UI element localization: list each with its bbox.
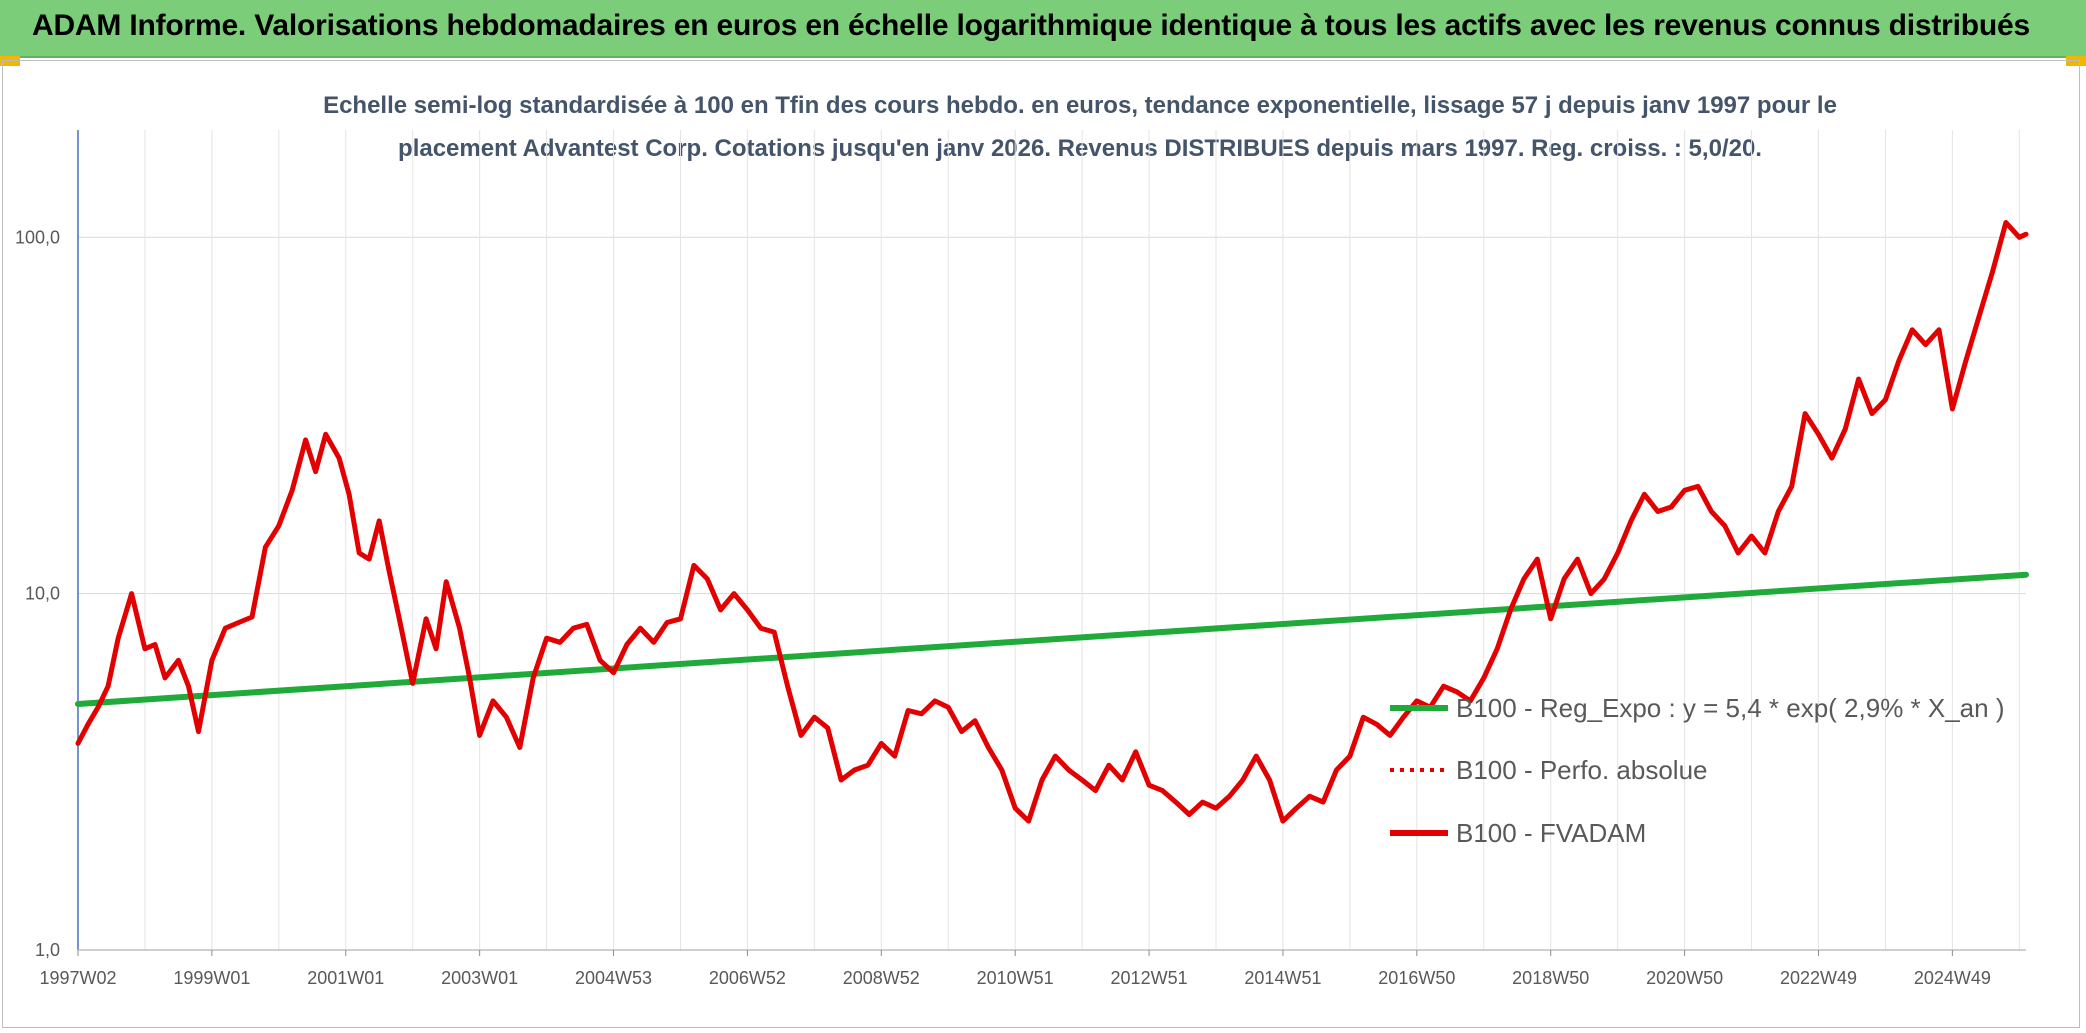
x-tick-label: 2022W49: [1780, 968, 1857, 988]
chart-frame: [2, 60, 2080, 1028]
y-tick-label: 100,0: [15, 227, 60, 247]
x-tick-label: 2004W53: [575, 968, 652, 988]
y-tick-label: 1,0: [35, 940, 60, 960]
x-tick-label: 2006W52: [709, 968, 786, 988]
series-line-regression: [75, 571, 2029, 707]
legend-label-perfo-absolue: B100 - Perfo. absolue: [1456, 755, 1708, 785]
x-tick-label: 2003W01: [441, 968, 518, 988]
legend-label-fvadam: B100 - FVADAM: [1456, 818, 1646, 848]
report-title: ADAM Informe. Valorisations hebdomadaire…: [32, 9, 2030, 42]
chart-series: [75, 220, 2029, 824]
chart-subtitle: placement Advantest Corp. Cotations jusq…: [398, 135, 1762, 162]
x-tick-label: 2014W51: [1244, 968, 1321, 988]
chart-ticks: 1,0 10,0 100,0 1997W02 1999W01 2001W01 2003W01…: [15, 227, 1991, 988]
series-line-fvadam: [75, 220, 2029, 824]
x-tick-label: 2012W51: [1111, 968, 1188, 988]
chart-legend: B100 - Reg_Expo : y = 5,4 * exp( 2,9% * …: [1390, 693, 2005, 848]
x-tick-label: 2001W01: [307, 968, 384, 988]
x-tick-label: 1999W01: [173, 968, 250, 988]
y-tick-label: 10,0: [25, 584, 60, 604]
chart-axes: [77, 130, 2026, 951]
x-tick-label: 2016W50: [1378, 968, 1455, 988]
x-tick-label: 2018W50: [1512, 968, 1589, 988]
x-tick-label: 2010W51: [977, 968, 1054, 988]
corner-marker-left: [0, 56, 20, 66]
chart-title: Echelle semi-log standardisée à 100 en T…: [323, 92, 1837, 119]
x-tick-label: 2020W50: [1646, 968, 1723, 988]
corner-marker-right: [2066, 56, 2086, 66]
x-tick-label: 2008W52: [843, 968, 920, 988]
x-tick-label: 1997W02: [39, 968, 116, 988]
legend-label-regression: B100 - Reg_Expo : y = 5,4 * exp( 2,9% * …: [1456, 693, 2005, 723]
x-tick-label: 2024W49: [1914, 968, 1991, 988]
report-banner: ADAM Informe. Valorisations hebdomadaire…: [0, 0, 2086, 58]
